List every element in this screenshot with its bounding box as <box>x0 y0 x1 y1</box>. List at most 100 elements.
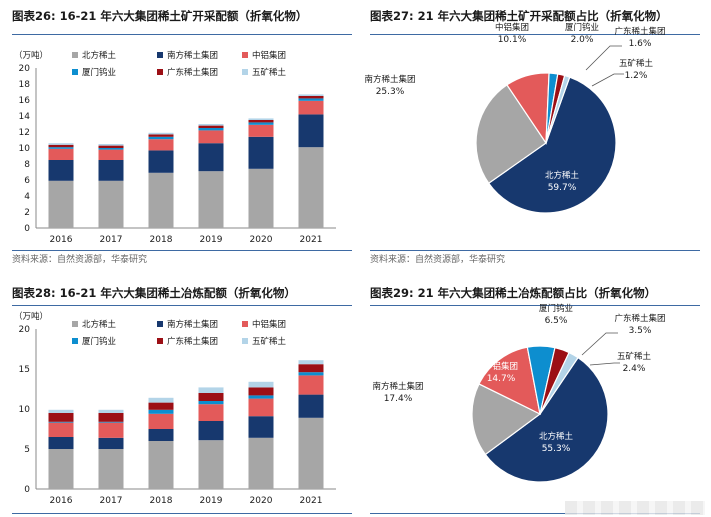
slice-name-label: 北方稀土 <box>545 170 580 181</box>
slice-value-label: 14.7% <box>487 374 516 384</box>
bar-segment <box>48 144 74 148</box>
legend-swatch <box>72 338 78 344</box>
legend-swatch <box>72 69 78 75</box>
leader-line <box>591 73 624 87</box>
slice-name-label: 中铝集团 <box>484 361 518 372</box>
bar-segment <box>98 148 124 150</box>
bar-segment <box>198 130 224 144</box>
slice-name-label: 中铝集团 <box>495 22 529 33</box>
bar-segment <box>298 360 324 365</box>
pie-slice <box>478 346 541 416</box>
slice-value-label: 55.3% <box>542 444 571 454</box>
y-tick-label: 20 <box>19 64 31 74</box>
bar-segment <box>98 449 124 489</box>
bar-segment <box>298 94 324 96</box>
slice-name-label: 厦门钨业 <box>565 22 599 33</box>
x-tick-label: 2020 <box>250 235 273 245</box>
y-tick-label: 10 <box>19 405 31 415</box>
y-tick-label: 15 <box>19 365 30 375</box>
legend-swatch <box>242 69 248 75</box>
bar-segment <box>298 372 324 376</box>
legend-label: 北方稀土 <box>82 319 117 330</box>
bar-segment <box>198 404 224 421</box>
bar-segment <box>148 397 174 403</box>
source-note: 资料来源：自然资源部，华泰研究 <box>12 255 148 265</box>
y-tick-label: 12 <box>19 128 30 138</box>
y-tick-label: 5 <box>24 445 30 455</box>
slice-value-label: 1.6% <box>629 39 652 49</box>
bar-segment <box>248 136 274 169</box>
bar-segment <box>48 180 74 228</box>
legend-label: 南方稀土集团 <box>167 50 218 61</box>
bar-segment <box>298 98 324 101</box>
unit-label: （万吨） <box>14 311 48 322</box>
pie-slice <box>475 84 547 185</box>
panel-fig27: 图表27: 21 年六大集团稀土矿开采配额占比（折氧化物） 北方稀土 59.7% 南… <box>364 8 700 265</box>
y-tick-label: 0 <box>24 485 30 495</box>
y-tick-label: 6 <box>24 176 30 186</box>
legend-label: 五矿稀土 <box>252 336 287 347</box>
y-tick-label: 2 <box>24 208 30 218</box>
bar-segment <box>48 437 74 449</box>
bar-segment <box>48 160 74 181</box>
bar-segment <box>248 416 274 438</box>
bar-segment <box>98 144 124 146</box>
bar-segment <box>98 149 124 160</box>
legend-label: 北方稀土 <box>82 50 117 61</box>
title-rule <box>12 34 352 35</box>
bar-segment <box>148 429 174 441</box>
bar-segment <box>98 422 124 438</box>
bar-segment <box>248 437 274 489</box>
x-tick-label: 2017 <box>100 496 123 506</box>
title-rule <box>370 305 700 306</box>
bar-segment <box>298 417 324 489</box>
bar-segment <box>48 148 74 160</box>
legend-swatch <box>72 52 78 58</box>
panel-fig29: 图表29: 21 年六大集团稀土冶炼配额占比（折氧化物） 北方稀土 55.3% 南方… <box>370 285 700 515</box>
bar-segment <box>248 122 274 125</box>
bar-segment <box>148 172 174 228</box>
slice-name-label: 广东稀土集团 <box>614 313 665 324</box>
x-tick-label: 2021 <box>300 235 323 245</box>
slice-value-label: 1.2% <box>625 71 648 81</box>
slice-value-label: 10.1% <box>498 35 527 45</box>
bar-segment <box>248 168 274 228</box>
bar-segment <box>98 145 124 148</box>
bar-segment <box>148 139 174 151</box>
slice-value-label: 25.3% <box>376 87 405 97</box>
bar-segment <box>48 421 74 423</box>
slice-name-label: 五矿稀土 <box>619 58 654 69</box>
legend-swatch <box>157 52 163 58</box>
bar-segment <box>248 398 274 417</box>
bar-segment <box>98 421 124 423</box>
bar-segment <box>148 402 174 410</box>
title-rule <box>370 34 700 35</box>
x-tick-label: 2016 <box>50 235 73 245</box>
slice-value-label: 3.5% <box>629 326 652 336</box>
legend-swatch <box>242 338 248 344</box>
bar-segment <box>148 132 174 135</box>
bar-segment <box>248 118 274 120</box>
legend-label: 广东稀土集团 <box>167 336 218 347</box>
leader-line <box>581 332 618 356</box>
bar-segment <box>48 422 74 437</box>
bar-segment <box>48 449 74 489</box>
bar-segment <box>298 364 324 373</box>
slice-value-label: 17.4% <box>384 394 413 404</box>
legend-label: 中铝集团 <box>252 319 286 330</box>
legend-swatch <box>72 321 78 327</box>
legend-label: 广东稀土集团 <box>167 67 218 78</box>
pie-slice <box>539 351 579 415</box>
bar-segment <box>198 124 224 126</box>
source-note: 资料来源：自然资源部，华泰研究 <box>370 255 506 265</box>
y-tick-label: 8 <box>24 160 30 170</box>
bar-segment <box>198 125 224 128</box>
bar-segment <box>298 100 324 115</box>
slice-name-label: 五矿稀土 <box>617 351 652 362</box>
pie-slice <box>484 356 609 483</box>
legend-label: 南方稀土集团 <box>167 319 218 330</box>
pie-chart: 北方稀土 59.7% 南方稀土集团 25.3% 中铝集团 10.1% 厦门钨业 2.0% 广东稀… <box>364 22 666 214</box>
chart-title: 图表26: 16-21 年六大集团稀土矿开采配额（折氧化物） <box>12 9 308 23</box>
